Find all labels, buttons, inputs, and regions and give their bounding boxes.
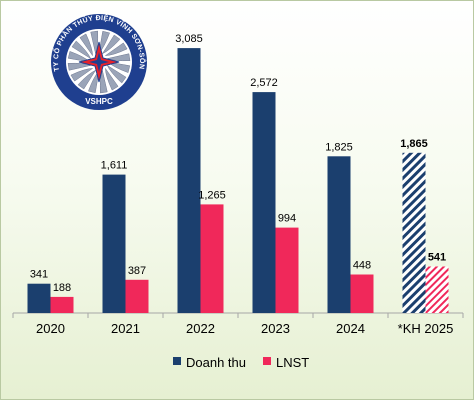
turbine-blade (77, 69, 97, 90)
data-label-doanh-thu-4: 1,825 (325, 141, 353, 153)
bar-doanh-thu-5 (402, 152, 426, 313)
data-labels: 341 188 1,611 387 3,085 1,265 2,572 994 1,825 448… (30, 33, 446, 294)
turbine-icon (67, 30, 131, 94)
turbine-blade (106, 64, 127, 84)
turbine-blade (101, 34, 121, 55)
legend: Doanh thu LNST (173, 355, 309, 370)
company-logo: CÔNG TY CỔ PHẦN THỦY ĐIỆN VĨNH SƠN-SÔNG … (51, 13, 147, 110)
compass-star-center (89, 52, 109, 72)
bar-lnst-1 (125, 279, 149, 313)
category-label-2: 2022 (186, 321, 215, 336)
category-label-0: 2020 (36, 321, 65, 336)
bar-doanh-thu-1 (102, 174, 126, 313)
data-label-lnst-1: 387 (128, 265, 146, 277)
data-label-doanh-thu-0: 341 (30, 269, 48, 281)
turbine-blade (105, 67, 119, 91)
data-label-doanh-thu-3: 2,572 (250, 77, 278, 89)
data-label-doanh-thu-1: 1,611 (101, 160, 128, 172)
data-label-lnst-2: 1,265 (198, 189, 226, 201)
data-label-lnst-3: 994 (278, 213, 296, 225)
bar-lnst-5 (425, 266, 449, 313)
bar-doanh-thu-4 (327, 156, 351, 313)
bar-lnst-4 (350, 274, 374, 313)
turbine-blade (79, 33, 93, 57)
bar-lnst-2 (200, 204, 224, 313)
data-label-doanh-thu-5: 1,865 (400, 138, 428, 150)
turbine-blade (71, 40, 92, 60)
turbine-blade (70, 68, 94, 82)
category-label-4: 2024 (336, 321, 365, 336)
bar-doanh-thu-3 (252, 92, 276, 313)
bar-doanh-thu-2 (177, 48, 201, 313)
logo-abbreviation: VSHPC (85, 97, 113, 106)
legend-label-lnst: LNST (276, 355, 309, 370)
data-label-lnst-4: 448 (353, 260, 371, 272)
x-axis-ticks (12, 313, 464, 318)
legend-swatch-lnst (263, 357, 271, 365)
data-label-lnst-0: 188 (53, 282, 71, 294)
turbine-blade (104, 42, 128, 56)
data-label-lnst-5: 541 (428, 252, 446, 264)
category-label-1: 2021 (111, 321, 140, 336)
x-axis-tick-labels: 2020 2021 2022 2023 2024 *KH 2025 (36, 321, 453, 336)
category-label-5: *KH 2025 (398, 321, 454, 336)
category-label-3: 2023 (261, 321, 290, 336)
bar-doanh-thu-0 (27, 283, 51, 313)
legend-label-doanh-thu: Doanh thu (186, 355, 246, 370)
bar-lnst-3 (275, 227, 299, 313)
data-label-doanh-thu-2: 3,085 (175, 33, 203, 45)
legend-swatch-doanh-thu (173, 357, 181, 365)
bar-lnst-0 (50, 296, 74, 313)
bar-series-group (27, 48, 449, 313)
